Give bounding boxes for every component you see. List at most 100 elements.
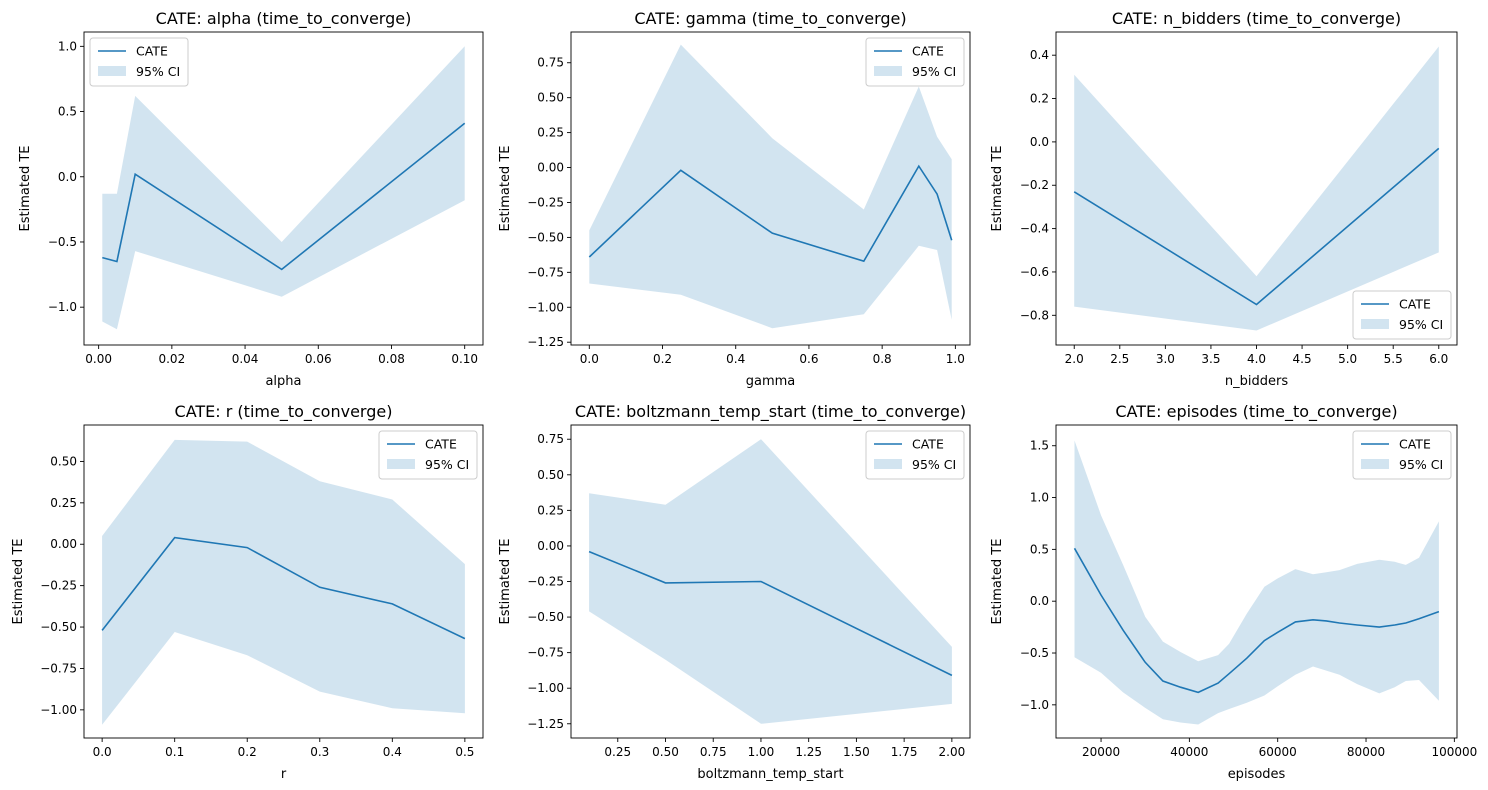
y-tick-label: 1.0 — [58, 39, 77, 53]
y-tick-label: 0.75 — [537, 56, 564, 70]
y-tick-label: −0.25 — [527, 575, 564, 589]
y-tick-label: −0.75 — [40, 661, 77, 675]
legend-label-cate: CATE — [1399, 297, 1431, 312]
x-axis-label: episodes — [1228, 767, 1286, 782]
x-tick-label: 0.2 — [653, 352, 672, 366]
x-tick-label: 0.06 — [305, 352, 332, 366]
axes-frame — [83, 424, 484, 739]
x-tick-label: 0.2 — [238, 745, 257, 759]
legend-label-ci: 95% CI — [912, 457, 956, 472]
y-tick-label: −0.5 — [1020, 646, 1049, 660]
ci-band — [1074, 46, 1439, 331]
y-tick-label: 0.00 — [537, 161, 564, 175]
y-axis-label: Estimated TE — [498, 146, 513, 232]
y-axis-label: Estimated TE — [990, 539, 1005, 625]
subplot-3: 2.0 2.5 3.0 3.5 4.0 4.5 5.0 5.5 6.0 −0.8 −0.6 −0.4 −… — [990, 9, 1458, 389]
subplot-4: 0.0 0.1 0.2 0.3 0.4 0.5 −1.00 −0.75 −0.50 −0.25 0.… — [11, 402, 484, 782]
legend-box — [378, 430, 478, 480]
x-tick-label: 0.1 — [165, 745, 184, 759]
x-tick-label: 1.75 — [891, 745, 918, 759]
y-axis-label: Estimated TE — [18, 146, 33, 232]
y-tick-label: −1.0 — [48, 300, 77, 314]
y-tick-label: −0.50 — [527, 230, 564, 244]
y-tick-label: −0.5 — [48, 235, 77, 249]
subplot-title: CATE: gamma (time_to_converge) — [634, 9, 906, 29]
legend-label-cate: CATE — [136, 44, 168, 59]
legend-band-swatch — [1361, 319, 1389, 329]
x-tick-label: 0.8 — [873, 352, 892, 366]
y-tick-label: −0.8 — [1020, 308, 1049, 322]
x-tick-label: 3.0 — [1156, 352, 1175, 366]
y-axis-label: Estimated TE — [990, 146, 1005, 232]
legend-band-swatch — [1361, 459, 1389, 469]
legend-box — [1352, 430, 1452, 480]
y-tick-label: 0.00 — [50, 537, 77, 551]
y-tick-label: 0.5 — [58, 105, 77, 119]
x-tick-label: 40000 — [1170, 745, 1208, 759]
x-tick-label: 0.5 — [455, 745, 474, 759]
cate-line — [588, 164, 953, 263]
y-tick-label: 0.50 — [50, 454, 77, 468]
x-tick-label: 3.5 — [1201, 352, 1220, 366]
x-tick-label: 4.0 — [1247, 352, 1266, 366]
x-tick-label: 0.4 — [383, 745, 402, 759]
ci-band — [102, 439, 465, 725]
legend: CATE 95% CI — [1352, 430, 1452, 480]
subplot-title: CATE: r (time_to_converge) — [175, 402, 393, 422]
legend-label-cate: CATE — [912, 437, 944, 452]
cate-line — [102, 122, 466, 271]
y-tick-label: 0.75 — [537, 432, 564, 446]
subplot-5: 0.25 0.50 0.75 1.00 1.25 1.50 1.75 2.00 −1.25 −1.… — [498, 402, 971, 782]
x-tick-label: 5.5 — [1384, 352, 1403, 366]
y-tick-label: −0.25 — [40, 579, 77, 593]
x-tick-label: 0.75 — [700, 745, 727, 759]
ci-band — [589, 439, 952, 724]
x-tick-label: 0.0 — [580, 352, 599, 366]
x-tick-label: 0.0 — [93, 745, 112, 759]
cate-line — [1073, 547, 1440, 694]
cate-line — [588, 550, 953, 677]
y-tick-label: −1.25 — [527, 717, 564, 731]
x-tick-label: 0.08 — [378, 352, 405, 366]
x-axis-label: gamma — [746, 374, 796, 389]
y-tick-label: −0.25 — [527, 195, 564, 209]
subplot-2: 0.0 0.2 0.4 0.6 0.8 1.0 −1.25 −1.00 −0.75 −0.50 −0… — [498, 9, 971, 389]
x-tick-label: 0.02 — [158, 352, 185, 366]
x-tick-label: 5.0 — [1338, 352, 1357, 366]
y-tick-label: −1.00 — [527, 681, 564, 695]
y-tick-label: −0.2 — [1020, 178, 1049, 192]
legend-label-ci: 95% CI — [425, 457, 469, 472]
x-tick-label: 0.00 — [85, 352, 112, 366]
subplot-title: CATE: n_bidders (time_to_converge) — [1112, 9, 1401, 29]
x-tick-label: 2.5 — [1110, 352, 1129, 366]
legend: CATE 95% CI — [865, 37, 965, 87]
cate-line — [101, 536, 466, 640]
y-tick-label: 0.25 — [50, 496, 77, 510]
y-tick-label: 0.2 — [1030, 92, 1049, 106]
y-tick-label: −0.6 — [1020, 265, 1049, 279]
x-tick-label: 6.0 — [1429, 352, 1448, 366]
ci-band — [1074, 440, 1439, 725]
y-tick-label: −0.75 — [527, 646, 564, 660]
x-tick-label: 1.00 — [748, 745, 775, 759]
subplot-title: CATE: alpha (time_to_converge) — [156, 9, 412, 29]
ci-band — [589, 44, 952, 329]
legend: CATE 95% CI — [865, 430, 965, 480]
x-tick-label: 0.25 — [604, 745, 631, 759]
x-tick-label: 80000 — [1347, 745, 1385, 759]
x-tick-label: 60000 — [1259, 745, 1297, 759]
y-axis-label: Estimated TE — [498, 539, 513, 625]
x-axis-label: boltzmann_temp_start — [697, 767, 843, 782]
x-tick-label: 0.3 — [310, 745, 329, 759]
legend-band-swatch — [98, 66, 126, 76]
legend-label-ci: 95% CI — [1399, 457, 1443, 472]
y-tick-label: −0.50 — [40, 620, 77, 634]
legend-box — [865, 430, 965, 480]
y-tick-label: 0.5 — [1030, 542, 1049, 556]
subplot-1: 0.00 0.02 0.04 0.06 0.08 0.10 −1.0 −0.5 0.0 0.5 1.… — [18, 9, 484, 389]
x-tick-label: 2.00 — [939, 745, 966, 759]
x-tick-label: 20000 — [1082, 745, 1120, 759]
y-tick-label: −0.75 — [527, 265, 564, 279]
x-tick-label: 1.50 — [843, 745, 870, 759]
